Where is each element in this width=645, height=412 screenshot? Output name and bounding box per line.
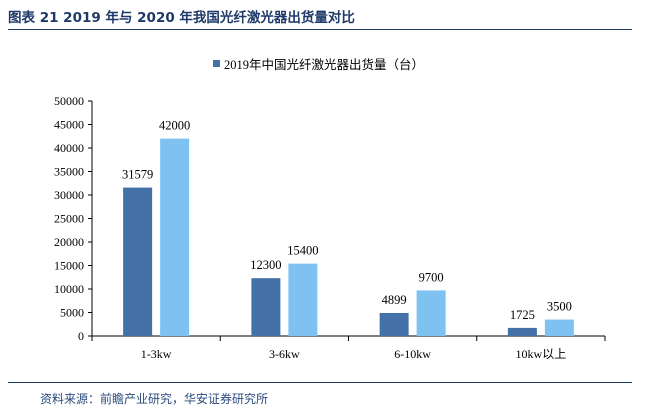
x-tick-label: 1-3kw bbox=[141, 347, 172, 361]
y-tick-label: 35000 bbox=[54, 165, 84, 179]
y-tick-label: 25000 bbox=[54, 212, 84, 226]
y-tick-label: 40000 bbox=[54, 141, 84, 155]
bar-6-10kw-series-0 bbox=[379, 312, 409, 336]
bar-3-6kw-series-1 bbox=[288, 263, 318, 336]
data-label: 1725 bbox=[510, 308, 535, 322]
y-tick-label: 0 bbox=[78, 329, 84, 343]
source-note: 资料来源：前瞻产业研究，华安证券研究所 bbox=[40, 392, 269, 406]
y-tick-label: 10000 bbox=[54, 282, 84, 296]
data-label: 31579 bbox=[122, 168, 153, 182]
data-label: 12300 bbox=[250, 258, 281, 272]
page-title: 图表 21 2019 年与 2020 年我国光纤激光器出货量对比 bbox=[8, 10, 355, 26]
x-tick-label: 3-6kw bbox=[269, 347, 300, 361]
x-axis-labels: 1-3kw 3-6kw 6-10kw 10kw以上 bbox=[91, 336, 606, 361]
y-tick-label: 50000 bbox=[54, 94, 84, 108]
data-label: 15400 bbox=[287, 244, 318, 258]
data-label: 4899 bbox=[382, 293, 407, 307]
data-label: 9700 bbox=[419, 270, 444, 284]
bar-6-10kw-series-1 bbox=[416, 290, 446, 336]
x-tick-label: 10kw以上 bbox=[516, 347, 567, 361]
bar-1-3kw-series-0 bbox=[123, 187, 153, 336]
x-tick-label: 6-10kw bbox=[394, 347, 431, 361]
y-axis-ticks: 0 5000 10000 15000 20000 25000 30000 35000 40000… bbox=[54, 94, 92, 343]
legend-swatch-2019 bbox=[213, 60, 220, 67]
y-tick-label: 30000 bbox=[54, 188, 84, 202]
y-tick-label: 5000 bbox=[60, 306, 84, 320]
bar-1-3kw-series-1 bbox=[160, 138, 190, 336]
data-label: 42000 bbox=[159, 119, 190, 133]
bar-3-6kw-series-0 bbox=[251, 278, 281, 336]
data-label: 3500 bbox=[547, 300, 572, 314]
y-tick-label: 45000 bbox=[54, 118, 84, 132]
bars: 31579 42000 12300 15400 4899 9700 1725 3500 bbox=[122, 119, 574, 336]
legend-label-2019: 2019年中国光纤激光器出货量（台） bbox=[224, 57, 424, 72]
y-tick-label: 20000 bbox=[54, 235, 84, 249]
bar-10kw以上-series-0 bbox=[507, 327, 537, 336]
bar-10kw以上-series-1 bbox=[544, 319, 574, 336]
footer-divider bbox=[8, 382, 632, 383]
legend: 2019年中国光纤激光器出货量（台） bbox=[213, 57, 424, 72]
y-tick-label: 15000 bbox=[54, 259, 84, 273]
title-divider bbox=[8, 29, 632, 30]
